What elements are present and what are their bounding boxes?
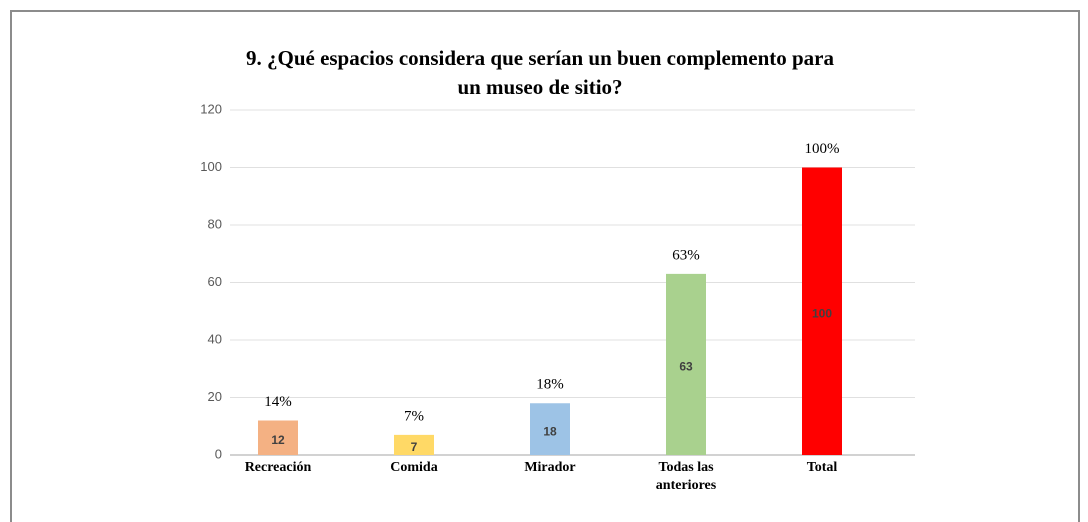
bar (530, 403, 570, 455)
value-label: 7 (411, 440, 418, 454)
y-tick-label: 40 (208, 331, 222, 346)
x-tick-label: Total (806, 460, 838, 475)
percent-label: 100% (805, 141, 840, 157)
percent-label: 7% (404, 408, 424, 424)
x-tick-label: Todas las anteriores (655, 460, 717, 493)
x-tick-label: Mirador (524, 460, 576, 475)
percent-label: 18% (536, 377, 564, 393)
y-tick-label: 20 (208, 389, 222, 404)
y-tick-label: 80 (208, 216, 222, 231)
value-label: 100 (812, 306, 832, 320)
value-label: 63 (679, 360, 693, 374)
y-tick-label: 120 (200, 101, 222, 116)
value-label: 18 (543, 424, 557, 438)
y-tick-label: 60 (208, 274, 222, 289)
y-tick-label: 100 (200, 159, 222, 174)
frame (10, 10, 1080, 522)
value-label: 12 (271, 433, 285, 447)
x-tick-label: Recreación (244, 460, 312, 475)
chart-title: 9. ¿Qué espacios considera que serían un… (245, 46, 835, 99)
bar (802, 167, 842, 455)
y-tick-label: 0 (215, 446, 222, 461)
bar (666, 273, 706, 455)
bar (258, 420, 298, 455)
x-tick-label: Comida (390, 460, 438, 475)
percent-label: 63% (672, 247, 700, 263)
bar (394, 434, 434, 455)
percent-label: 14% (264, 394, 292, 410)
